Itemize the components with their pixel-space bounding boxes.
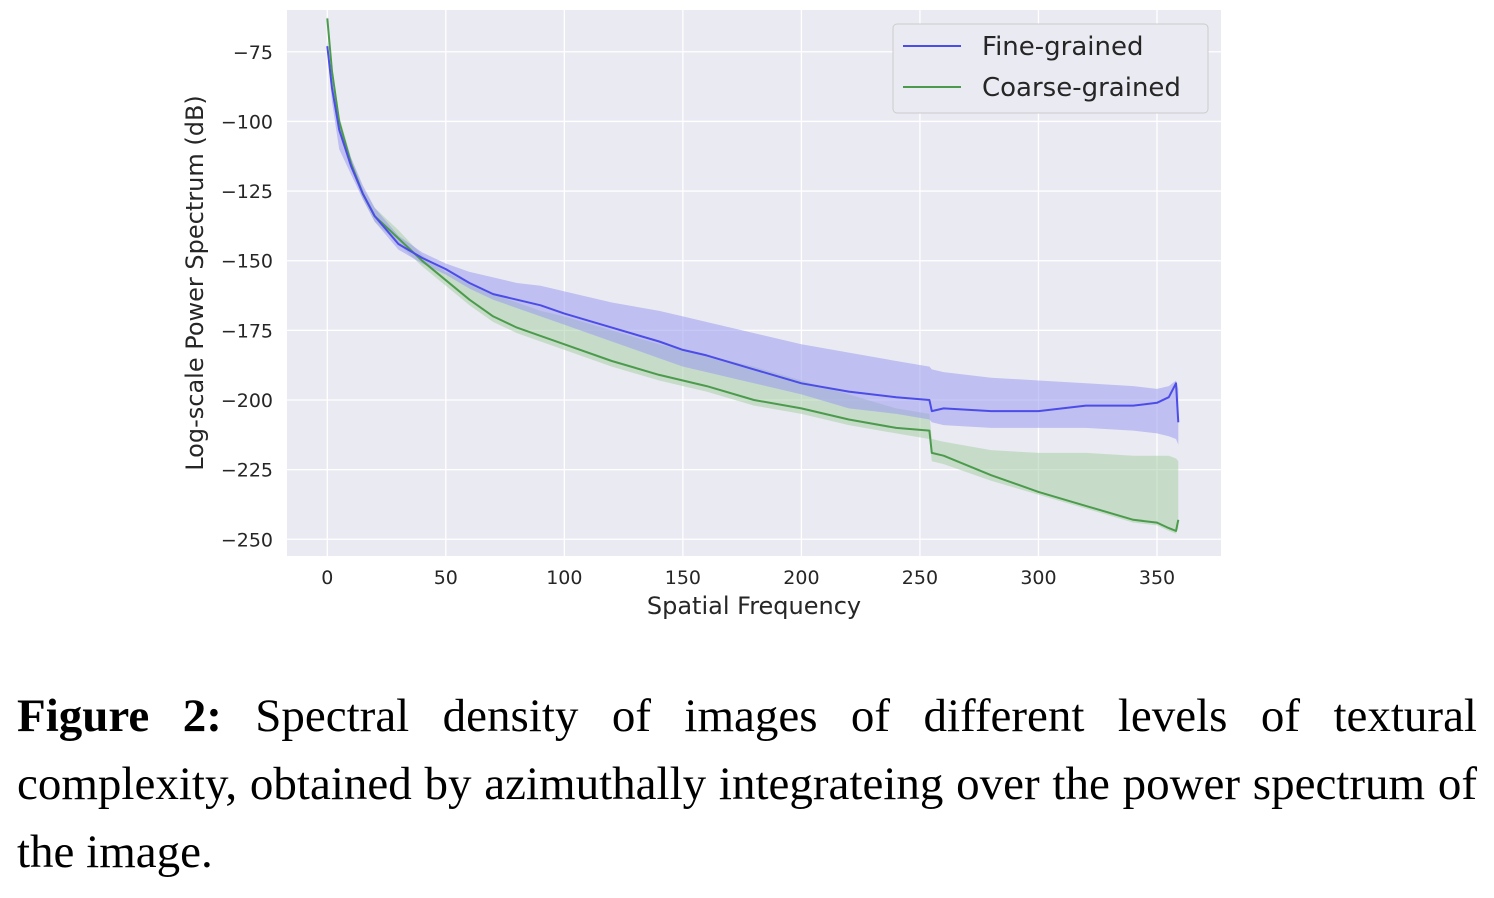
y-tick-label: −100 <box>221 111 273 133</box>
confidence-bands <box>327 15 1179 534</box>
figure-caption: Figure 2: Spectral density of images of … <box>17 682 1477 886</box>
caption-label: Figure 2: <box>17 690 222 742</box>
x-tick-label: 100 <box>546 567 582 589</box>
x-tick-label: 200 <box>783 567 819 589</box>
x-tick-label: 300 <box>1020 567 1056 589</box>
y-tick-label: −225 <box>221 460 273 482</box>
band-fine-grained <box>327 40 1179 445</box>
y-tick-label: −125 <box>221 181 273 203</box>
x-tick-label: 150 <box>665 567 701 589</box>
series-lines <box>326 18 1180 532</box>
band-coarse-grained <box>327 15 1179 534</box>
chart: 0 50 100 150 200 250 300 350 −250 −225 −200 −175 −1… <box>181 10 1221 620</box>
x-tick-label: 250 <box>902 567 938 589</box>
x-tick-label: 50 <box>434 567 458 589</box>
legend-label-fine-grained: Fine-grained <box>982 32 1143 62</box>
legend-box <box>892 23 1209 114</box>
y-tick-label: −250 <box>221 529 273 551</box>
line-coarse-grained <box>326 18 1180 532</box>
y-tick-label: −75 <box>233 42 273 64</box>
y-tick-label: −200 <box>221 390 273 412</box>
y-tick-labels: −250 −225 −200 −175 −150 −125 −100 −75 <box>221 42 273 551</box>
caption-text: Spectral density of images of different … <box>17 690 1477 878</box>
line-fine-grained <box>326 46 1180 423</box>
y-tick-label: −150 <box>221 251 273 273</box>
x-tick-labels: 0 50 100 150 200 250 300 350 <box>321 567 1175 589</box>
x-tick-label: 0 <box>321 567 333 589</box>
legend: Fine-grained Coarse-grained <box>892 23 1209 114</box>
y-axis-label: Log-scale Power Spectrum (dB) <box>181 95 209 471</box>
y-tick-label: −175 <box>221 320 273 342</box>
x-axis-label: Spatial Frequency <box>647 592 861 620</box>
legend-label-coarse-grained: Coarse-grained <box>982 73 1181 103</box>
x-tick-label: 350 <box>1139 567 1175 589</box>
